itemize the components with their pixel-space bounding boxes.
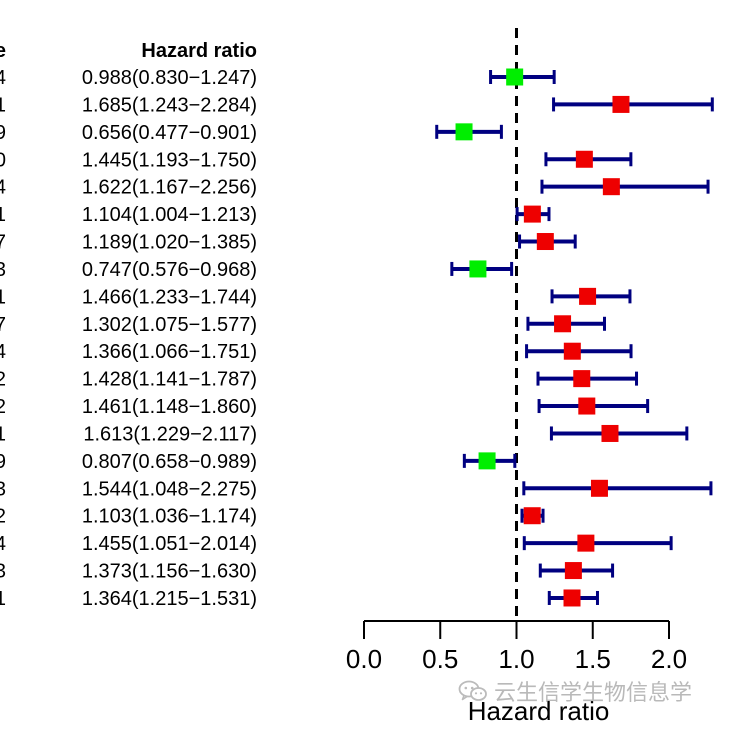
- row-hr-label: 1.544(1.048−2.275): [82, 478, 257, 500]
- watermark: 云生信学生物信息学: [458, 676, 692, 706]
- hr-point-marker: [563, 342, 581, 360]
- row-hr-label: 1.364(1.215−1.531): [82, 588, 257, 610]
- x-axis-tick-label: 0.0: [346, 644, 382, 674]
- x-axis-tick-label: 1.5: [575, 644, 611, 674]
- row-hr-label: 0.656(0.477−0.901): [82, 122, 257, 144]
- row-hr-label: 1.103(1.036−1.174): [82, 506, 257, 528]
- wechat-icon: [458, 680, 487, 701]
- row-left-label-clipped: 1: [0, 588, 6, 610]
- row-left-label-clipped: 4: [0, 533, 6, 555]
- row-hr-label: 1.366(1.066−1.751): [82, 341, 257, 363]
- row-hr-label: 0.988(0.830−1.247): [82, 67, 257, 89]
- x-axis-tick-label: 0.5: [422, 644, 458, 674]
- hr-point-marker: [455, 123, 473, 141]
- row-left-label-clipped: 4: [0, 67, 6, 89]
- row-left-label-clipped: 3: [0, 561, 6, 583]
- row-hr-label: 1.373(1.156−1.630): [82, 561, 257, 583]
- row-hr-label: 1.613(1.229−2.117): [83, 423, 257, 445]
- row-left-label-clipped: 7: [0, 232, 6, 254]
- row-hr-label: 1.455(1.051−2.014): [82, 533, 257, 555]
- hr-point-marker: [523, 205, 541, 223]
- hr-point-marker: [506, 68, 524, 86]
- row-hr-label: 1.189(1.020−1.385): [82, 232, 257, 254]
- row-left-label-clipped: 4: [0, 341, 6, 363]
- row-hr-label: 1.466(1.233−1.744): [82, 286, 257, 308]
- hr-point-marker: [563, 589, 581, 607]
- hr-point-marker: [579, 287, 597, 305]
- x-axis-tick-label: 2.0: [651, 644, 687, 674]
- row-left-label-clipped: 9: [0, 451, 6, 473]
- hr-point-marker: [575, 150, 593, 168]
- row-left-label-clipped: 4: [0, 177, 6, 199]
- row-hr-label: 1.104(1.004−1.213): [82, 204, 257, 226]
- hr-point-marker: [469, 260, 487, 278]
- column-header-hazard-ratio: Hazard ratio: [141, 40, 257, 62]
- hr-point-marker: [578, 397, 596, 415]
- row-left-label-clipped: 1: [0, 423, 6, 445]
- x-axis-tick-label: 1.0: [498, 644, 534, 674]
- row-hr-label: 0.807(0.658−0.989): [82, 451, 257, 473]
- hr-point-marker: [523, 507, 541, 525]
- row-hr-label: 1.622(1.167−2.256): [82, 177, 257, 199]
- row-left-label-clipped: 9: [0, 122, 6, 144]
- hr-point-marker: [612, 95, 630, 113]
- row-left-label-clipped: 7: [0, 314, 6, 336]
- row-hr-label: 1.445(1.193−1.750): [82, 149, 257, 171]
- row-left-label-clipped: 1: [0, 286, 6, 308]
- hr-point-marker: [536, 233, 554, 251]
- hr-point-marker: [554, 315, 572, 333]
- row-hr-label: 1.461(1.148−1.860): [82, 396, 257, 418]
- row-hr-label: 1.302(1.075−1.577): [82, 314, 257, 336]
- row-left-label-clipped: 2: [0, 396, 6, 418]
- row-left-label-clipped: 2: [0, 506, 6, 528]
- hr-point-marker: [573, 370, 591, 388]
- hr-point-marker: [601, 424, 619, 442]
- row-hr-label: 1.428(1.141−1.787): [82, 369, 257, 391]
- row-left-label-clipped: 3: [0, 259, 6, 281]
- hr-point-marker: [478, 452, 496, 470]
- row-hr-label: 1.685(1.243−2.284): [82, 94, 257, 116]
- row-left-label-clipped: 0: [0, 149, 6, 171]
- watermark-text: 云生信学生物信息学: [494, 681, 693, 706]
- row-left-label-clipped: 2: [0, 369, 6, 391]
- column-header-left: e: [0, 40, 6, 62]
- row-left-label-clipped: 3: [0, 478, 6, 500]
- row-left-label-clipped: 1: [0, 94, 6, 116]
- hr-point-marker: [590, 479, 608, 497]
- row-hr-label: 0.747(0.576−0.968): [82, 259, 257, 281]
- x-axis-title: Hazard ratio: [468, 696, 610, 726]
- hr-point-marker: [564, 562, 582, 580]
- row-left-label-clipped: 1: [0, 204, 6, 226]
- hr-point-marker: [602, 178, 620, 196]
- hr-point-marker: [577, 534, 595, 552]
